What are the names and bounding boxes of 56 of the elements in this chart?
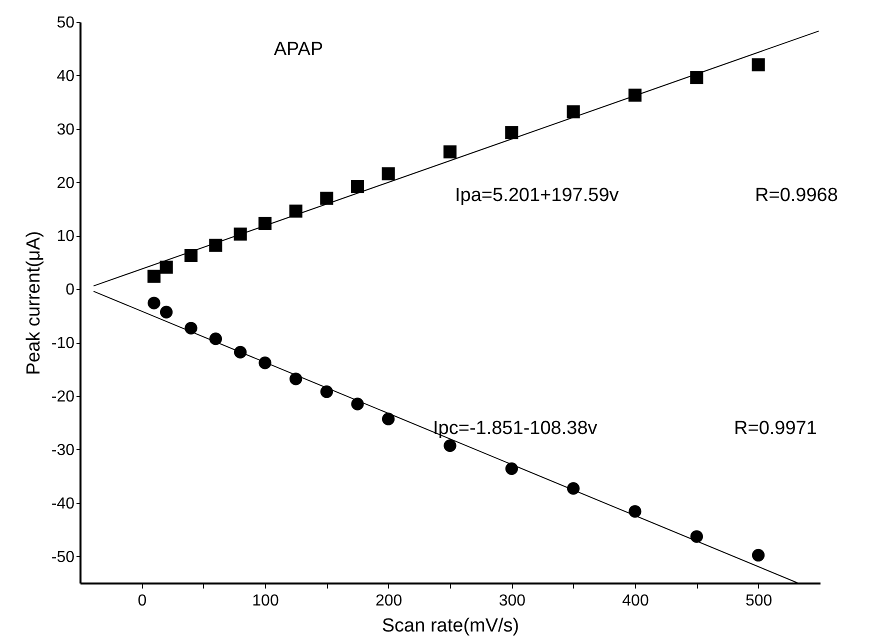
x-tick-label: 300: [498, 592, 526, 610]
point: [258, 216, 272, 230]
y-tick-label: -30: [51, 442, 75, 459]
point: [628, 88, 642, 102]
point: [234, 346, 247, 358]
x-axis-title: Scan rate(mV/s): [382, 616, 520, 636]
y-tick-label: -20: [51, 388, 75, 406]
x-tick-label: 400: [622, 592, 649, 610]
y-axis-title: Peak current(μA): [23, 231, 44, 375]
point: [752, 548, 765, 562]
point: [505, 462, 518, 475]
y-tick-label: 30: [56, 121, 75, 138]
point: [147, 270, 161, 283]
point: [160, 260, 173, 274]
point: [567, 482, 580, 495]
point: [505, 126, 518, 140]
x-tick-label: 0: [138, 592, 147, 610]
point: [148, 296, 160, 310]
x-tick-label: 200: [375, 592, 402, 610]
point: [258, 356, 272, 370]
point: [566, 105, 580, 118]
point: [628, 505, 642, 518]
point: [209, 332, 222, 346]
y-tick-label: 0: [66, 282, 75, 299]
annotation: Ipc=-1.851-108.38v: [433, 418, 598, 439]
point: [351, 398, 364, 410]
point: [752, 58, 765, 72]
point: [382, 167, 395, 180]
y-tick-label: 20: [56, 174, 75, 192]
text: APAP: [274, 39, 324, 60]
point: [444, 439, 456, 452]
y-tick-label: 10: [56, 228, 75, 246]
x-tick-label: 500: [745, 592, 772, 610]
point: [443, 145, 457, 158]
point: [184, 322, 198, 334]
point: [209, 238, 222, 252]
y-tick-label: -40: [51, 495, 75, 512]
point: [320, 192, 334, 205]
point: [382, 412, 395, 426]
point: [289, 204, 302, 218]
y-tick-label: 50: [56, 14, 75, 32]
y-tick-label: -10: [51, 335, 75, 352]
point: [290, 372, 302, 386]
point: [320, 385, 333, 398]
point: [184, 248, 198, 262]
point: [690, 71, 704, 84]
y-tick-label: -50: [51, 548, 75, 566]
point: [350, 180, 364, 194]
y-tick-label: 40: [56, 68, 75, 85]
annotation: Ipa=5.201+197.59v: [455, 185, 620, 206]
point: [690, 530, 703, 543]
annotation: R=0.9968: [755, 185, 838, 206]
point: [234, 228, 247, 241]
point: [160, 306, 173, 318]
x-tick-label: 100: [252, 592, 279, 610]
annotation: R=0.9971: [734, 418, 817, 439]
